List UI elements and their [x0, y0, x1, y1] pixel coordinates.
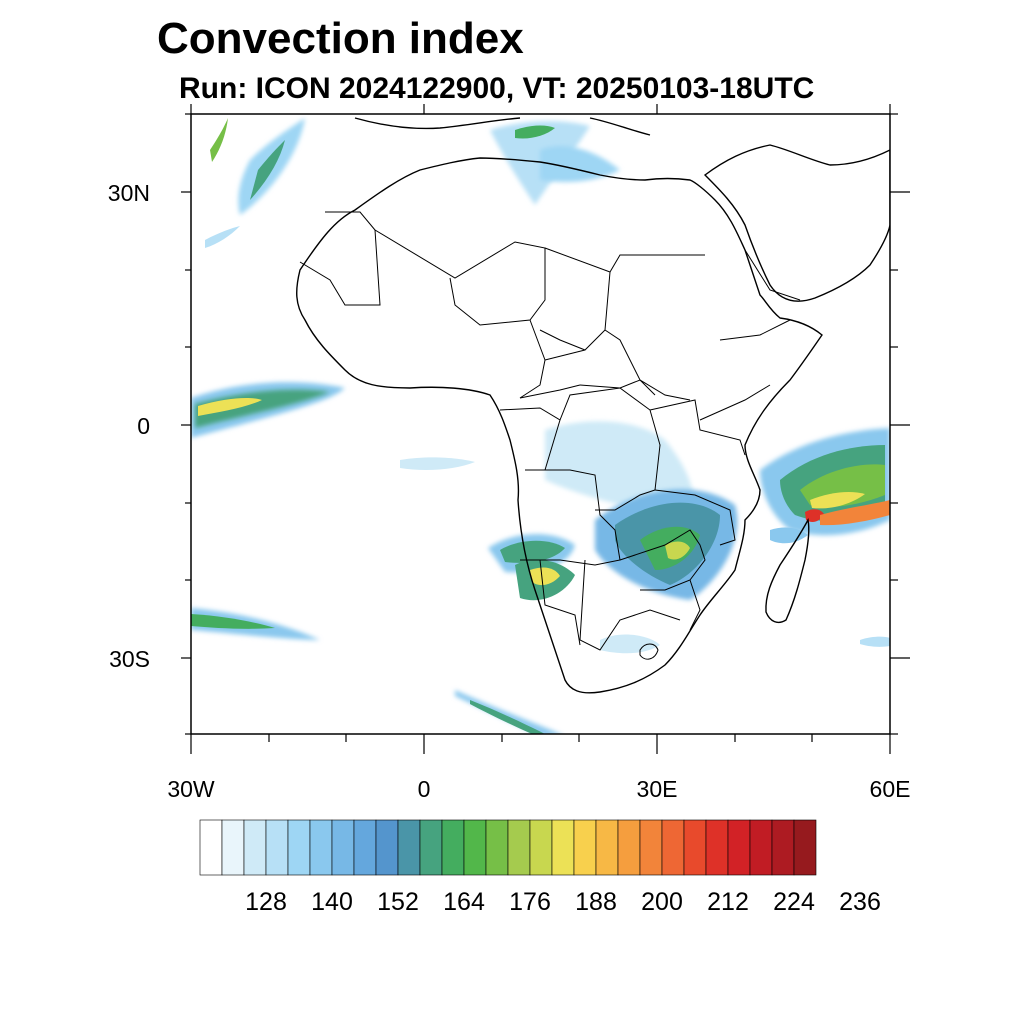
colorbar-swatch [441, 819, 465, 876]
lat-label-30s: 30S [109, 646, 150, 672]
lon-label-0: 0 [417, 776, 431, 802]
colorbar-swatch [683, 819, 707, 876]
colorbar-swatch [793, 819, 817, 876]
colorbar-swatch [199, 819, 223, 876]
country-borders [299, 211, 801, 660]
colorbar-swatch [309, 819, 333, 876]
colorbar-swatch [749, 819, 773, 876]
coastlines [296, 117, 890, 694]
colorbar-swatch [353, 819, 377, 876]
colorbar-swatch [419, 819, 443, 876]
colorbar-swatch [463, 819, 487, 876]
colorbar-label: 164 [443, 888, 485, 916]
lon-label-30w: 30W [167, 776, 215, 802]
colorbar-swatch [573, 819, 597, 876]
colorbar-label: 140 [311, 888, 353, 916]
colorbar-label: 176 [509, 888, 551, 916]
colorbar-swatch [485, 819, 509, 876]
colorbar-swatch [551, 819, 575, 876]
colorbar [199, 819, 817, 876]
colorbar-swatch [661, 819, 685, 876]
lon-label-60e: 60E [869, 776, 911, 802]
map-title: Convection index [157, 14, 524, 63]
lat-label-30n: 30N [107, 180, 150, 206]
colorbar-label: 188 [575, 888, 617, 916]
colorbar-swatch [617, 819, 641, 876]
colorbar-swatch [397, 819, 421, 876]
convection-field [191, 118, 890, 734]
colorbar-swatch [287, 819, 311, 876]
colorbar-swatch [265, 819, 289, 876]
lat-label-0: 0 [137, 413, 150, 439]
colorbar-swatch [243, 819, 267, 876]
lon-label-30e: 30E [636, 776, 678, 802]
colorbar-swatch [639, 819, 663, 876]
colorbar-swatch [221, 819, 245, 876]
colorbar-swatch [771, 819, 795, 876]
colorbar-swatch [331, 819, 355, 876]
map-frame [190, 113, 891, 735]
colorbar-label: 200 [641, 888, 683, 916]
colorbar-swatch [529, 819, 553, 876]
colorbar-swatch [727, 819, 751, 876]
colorbar-swatch [705, 819, 729, 876]
colorbar-swatch [507, 819, 531, 876]
map-subtitle: Run: ICON 2024122900, VT: 20250103-18UTC [179, 72, 815, 105]
colorbar-swatch [375, 819, 399, 876]
colorbar-label: 236 [839, 888, 881, 916]
colorbar-label: 128 [245, 888, 287, 916]
colorbar-label: 212 [707, 888, 749, 916]
axis-ticks [181, 104, 910, 754]
colorbar-label: 152 [377, 888, 419, 916]
colorbar-swatch [595, 819, 619, 876]
colorbar-label: 224 [773, 888, 815, 916]
